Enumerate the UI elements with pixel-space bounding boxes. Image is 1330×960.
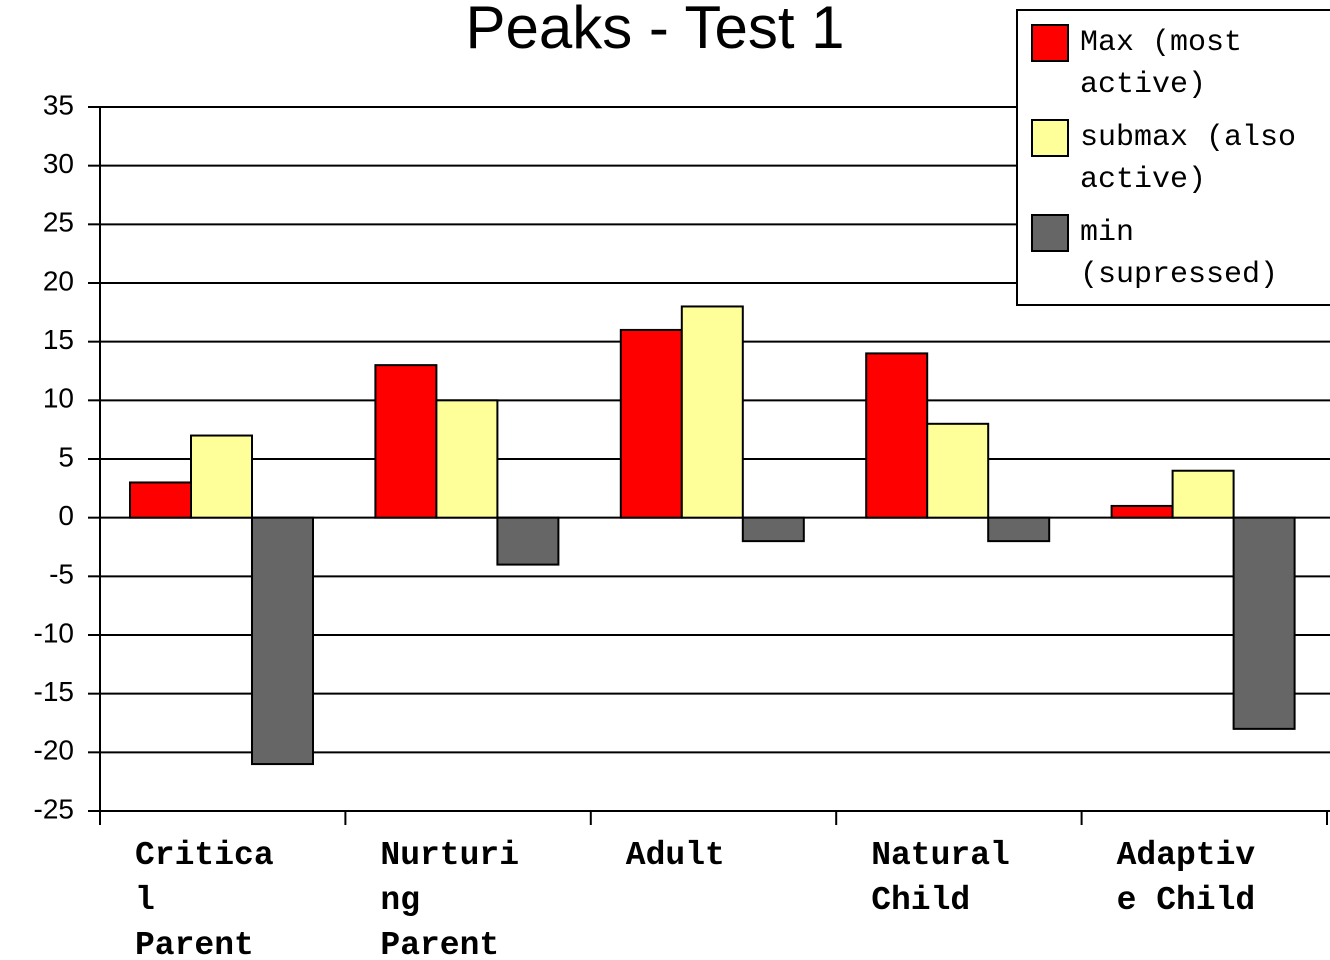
x-tick-label: Critica l Parent — [135, 837, 274, 960]
legend-label: min (supressed) — [1080, 216, 1278, 292]
bar — [680, 305, 744, 519]
y-tick-label: -10 — [34, 617, 74, 648]
y-tick-label: 15 — [43, 324, 74, 355]
bar — [251, 516, 314, 766]
y-tick-label: 10 — [43, 383, 74, 414]
chart-title: Peaks - Test 1 — [465, 0, 844, 61]
bar — [741, 516, 805, 543]
y-tick-label: 35 — [43, 89, 74, 120]
legend-swatch — [1031, 24, 1069, 62]
y-tick-label: 5 — [58, 441, 74, 472]
x-tick-label: Adult — [626, 837, 725, 874]
bar — [1232, 516, 1296, 730]
bar — [496, 516, 560, 566]
legend-swatch — [1031, 214, 1069, 252]
bar — [1110, 504, 1174, 519]
y-tick-label: -15 — [34, 676, 74, 707]
bar — [374, 364, 438, 519]
bar — [926, 422, 990, 519]
y-tick-label: 25 — [43, 207, 74, 238]
y-tick-label: -20 — [34, 735, 74, 766]
legend-label: submax (also active) — [1080, 121, 1296, 197]
y-tick-label: 30 — [43, 148, 74, 179]
bar — [619, 328, 683, 519]
legend-swatch — [1031, 119, 1069, 157]
y-tick-label: 20 — [43, 265, 74, 296]
x-tick-label: Natural Child — [871, 837, 1010, 919]
bar — [435, 399, 499, 519]
bar — [1171, 469, 1235, 519]
legend-label: Max (most active) — [1080, 26, 1242, 102]
bar — [129, 481, 192, 519]
y-tick-label: -25 — [34, 793, 74, 824]
x-tick-label: Adaptiv e Child — [1117, 837, 1256, 919]
y-tick-label: 0 — [58, 500, 74, 531]
bar — [190, 434, 253, 519]
bar — [865, 352, 929, 519]
bar — [987, 516, 1051, 543]
legend: Max (most active) submax (also active) min (s… — [1016, 9, 1330, 306]
legend-box — [1016, 9, 1330, 306]
y-tick-label: -5 — [49, 559, 74, 590]
x-tick-label: Nurturi ng Parent — [380, 837, 519, 960]
